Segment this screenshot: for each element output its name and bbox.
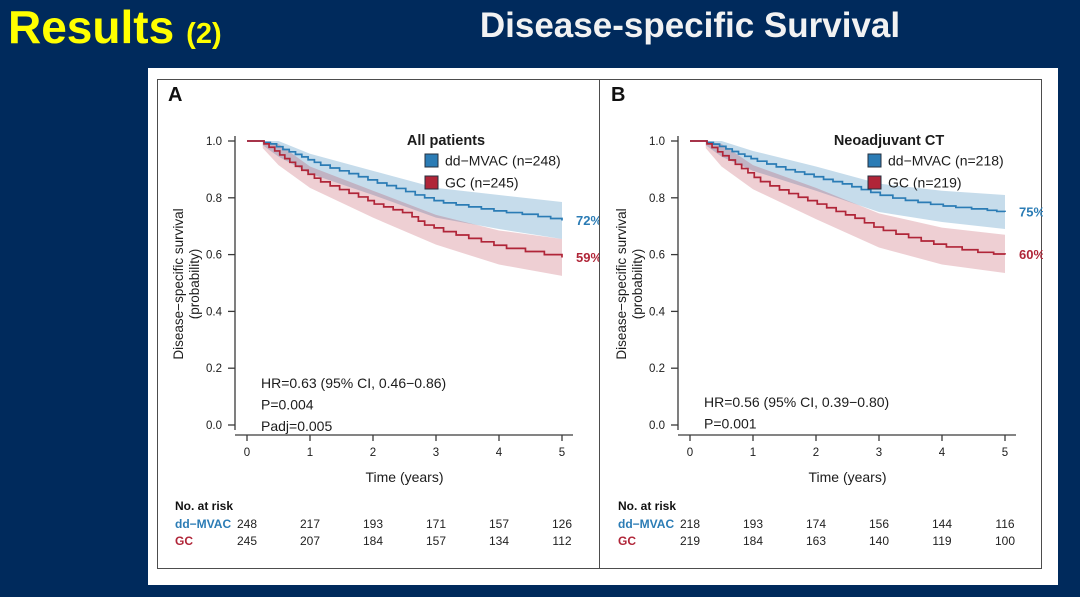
y-tick-label: 0.4 [649,306,666,318]
end-percent-label: 59% [576,250,600,265]
y-axis-title: Disease−specific survival(probability) [614,208,645,359]
results-heading-number: (2) [186,18,222,50]
y-tick-label: 0.6 [206,250,222,262]
y-tick-label: 0.2 [649,363,665,375]
risk-count: 157 [489,517,509,531]
risk-table-header: No. at risk [618,499,676,513]
x-tick-label: 5 [559,447,565,459]
risk-count: 119 [932,534,951,548]
y-tick-label: 0.6 [649,250,665,262]
risk-count: 193 [743,517,763,531]
legend-swatch-blue [424,153,439,168]
risk-count: 171 [426,517,446,531]
risk-count: 144 [932,517,952,531]
risk-count: 157 [426,534,446,548]
y-tick-label: 1.0 [649,136,665,148]
stats-annotation: P=0.001 [704,416,757,432]
km-curve-blue [690,140,1006,213]
stats-annotation: HR=0.56 (95% CI, 0.39−0.80) [704,394,889,410]
legend-label: dd−MVAC (n=248) [445,153,561,169]
risk-count: 163 [806,534,826,548]
risk-count: 193 [363,517,383,531]
risk-count: 156 [869,517,889,531]
y-tick-label: 0.0 [649,420,665,432]
stats-annotation: HR=0.63 (95% CI, 0.46−0.86) [261,375,446,391]
legend-title: Neoadjuvant CT [834,133,945,149]
legend-swatch-red [424,175,439,190]
legend-label: GC (n=219) [888,175,962,191]
risk-count: 174 [806,517,826,531]
risk-count: 116 [995,517,1014,531]
legend-label: GC (n=245) [445,175,519,191]
y-axis-title: Disease−specific survival(probability) [171,208,202,359]
y-tick-label: 0.8 [206,193,222,205]
y-tick-label: 0.2 [206,363,222,375]
risk-count: 140 [869,534,889,548]
legend-label: dd−MVAC (n=218) [888,153,1004,169]
x-tick-label: 2 [813,447,819,459]
x-tick-label: 1 [750,447,756,459]
km-curve-red [690,140,1006,255]
risk-row-label: GC [618,534,636,548]
km-chart-all-patients: 0.0 0.2 0.4 0.6 0.8 1.0 0 1 2 3 4 5 Time (years) Dise… [171,133,600,548]
x-axis-title: Time (years) [365,469,443,485]
results-heading-text: Results [8,1,175,53]
km-chart-neoadjuvant-ct: 0.0 0.2 0.4 0.6 0.8 1.0 0 1 2 3 4 5 Time (years) Dise… [614,133,1043,548]
y-tick-label: 0.8 [649,193,665,205]
risk-row-label: GC [175,534,193,548]
end-percent-label: 72% [576,213,600,228]
risk-count: 126 [552,517,572,531]
risk-count: 100 [995,534,1015,548]
km-panel-b: B 0.0 0.2 0.4 0.6 0.8 1.0 0 1 2 3 4 5 Time (years) Di… [599,79,1043,568]
y-tick-label: 0.0 [206,420,222,432]
results-heading: Results (2) [8,0,222,55]
risk-count: 184 [363,534,383,548]
risk-count: 245 [237,534,257,548]
km-panel-a: A 0.0 0.2 0.4 0.6 0.8 1.0 0 1 2 3 4 5 Time (years) Di… [157,79,600,568]
km-curve-red [247,140,563,258]
risk-count: 207 [300,534,320,548]
risk-row-label: dd−MVAC [618,517,674,531]
risk-count: 219 [680,534,700,548]
end-percent-label: 75% [1019,205,1043,220]
risk-count: 217 [300,517,320,531]
risk-table-header: No. at risk [175,499,233,513]
x-tick-label: 0 [244,447,250,459]
panel-b-letter: B [611,84,626,106]
x-tick-label: 0 [687,447,693,459]
x-tick-label: 4 [496,447,503,459]
ci-band-blue [705,141,1005,230]
y-tick-label: 0.4 [206,306,223,318]
x-tick-label: 1 [307,447,313,459]
risk-row-label: dd−MVAC [175,517,231,531]
figure-card: A 0.0 0.2 0.4 0.6 0.8 1.0 0 1 2 3 4 5 Time (years) Di… [148,68,1058,585]
risk-count: 134 [489,534,509,548]
x-tick-label: 2 [370,447,376,459]
stats-annotation: P=0.004 [261,397,314,413]
risk-count: 218 [680,517,700,531]
x-tick-label: 5 [1002,447,1008,459]
y-tick-label: 1.0 [206,136,222,148]
stats-annotation: Padj=0.005 [261,418,332,434]
ci-band-red [705,141,1005,274]
risk-count: 184 [743,534,763,548]
risk-count: 112 [552,534,571,548]
legend-title: All patients [407,133,485,149]
page-title: Disease-specific Survival [479,6,901,45]
ci-band-blue [262,141,562,239]
x-tick-label: 3 [876,447,882,459]
x-tick-label: 3 [433,447,439,459]
x-tick-label: 4 [939,447,946,459]
risk-count: 248 [237,517,257,531]
end-percent-label: 60% [1019,247,1043,262]
x-axis-title: Time (years) [808,469,886,485]
panel-a-letter: A [168,84,183,106]
legend-swatch-blue [867,153,882,168]
km-curve-blue [247,140,563,221]
legend-swatch-red [867,175,882,190]
